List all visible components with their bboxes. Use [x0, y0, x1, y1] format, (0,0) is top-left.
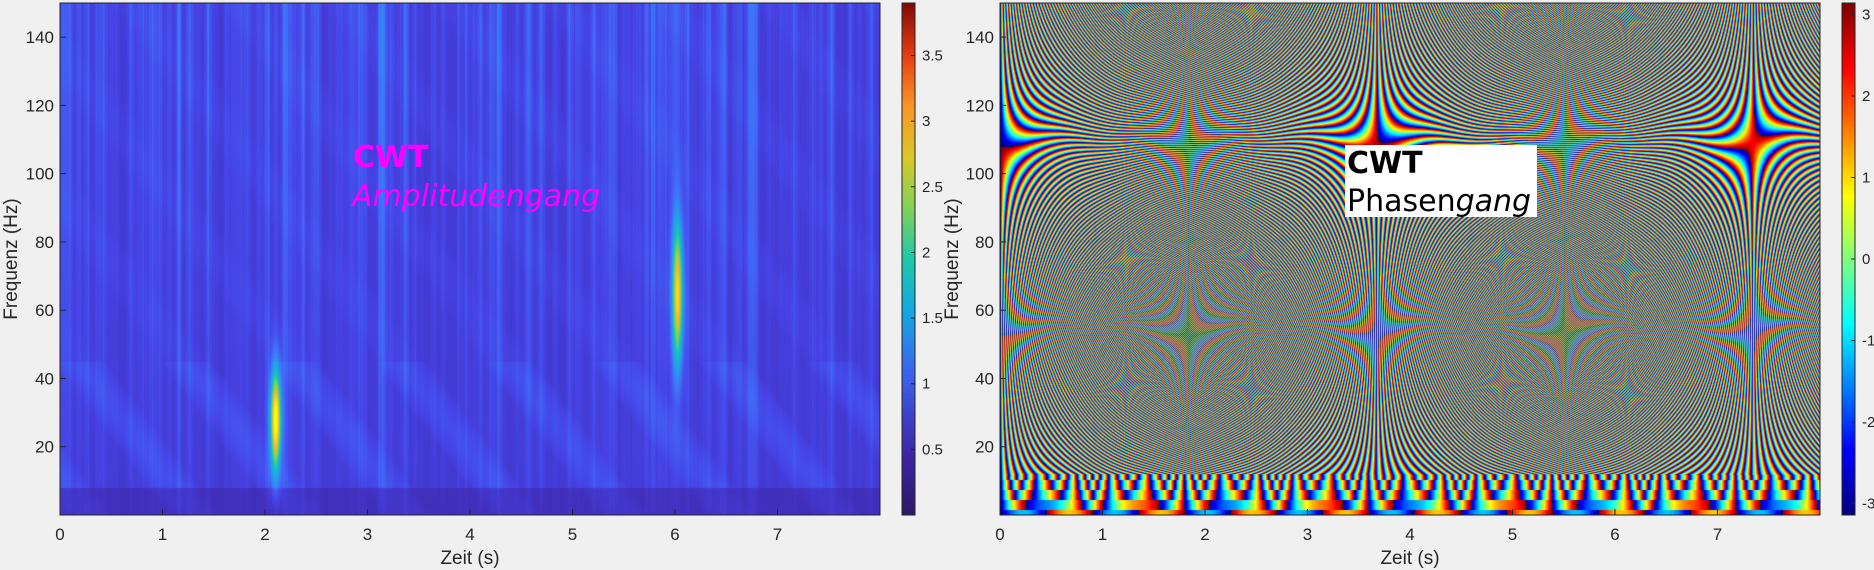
- x-tick-label: 6: [1610, 525, 1619, 544]
- phase-colorbar-container: [1842, 3, 1855, 515]
- x-tick-label: 3: [1303, 525, 1312, 544]
- phase-annotation-subtitle: Phasengang: [1347, 184, 1531, 219]
- x-tick-label: 0: [55, 525, 64, 544]
- amplitude-x-label: Zeit (s): [440, 548, 499, 569]
- phase-heatmap: [1000, 3, 1820, 515]
- phase-y-axis: 20 40 60 80 100 120 140: [966, 28, 1006, 457]
- y-tick-label: 100: [26, 165, 54, 184]
- y-tick-label: 80: [35, 233, 54, 252]
- amplitude-y-label: Frequenz (Hz): [1, 198, 22, 319]
- x-tick-label: 3: [363, 525, 372, 544]
- colorbar-tick-label: 2: [922, 244, 930, 261]
- amplitude-heatmap-container: [60, 3, 880, 515]
- x-tick-label: 0: [995, 525, 1004, 544]
- colorbar-tick-label: 1: [922, 376, 930, 393]
- amplitude-colorbar-container: [902, 3, 915, 515]
- y-tick-label: 120: [966, 96, 994, 115]
- y-tick-label: 100: [966, 165, 994, 184]
- amplitude-panel: 0 1 2 3 4 5 6 7 20 40 60 80 100 120 140 Zeit (s) Freq…: [1, 2, 943, 569]
- colorbar-tick-label: 2.5: [922, 179, 943, 196]
- y-tick-label: 140: [966, 28, 994, 47]
- colorbar-tick-label: 3: [922, 113, 930, 130]
- y-tick-label: 40: [975, 369, 994, 388]
- amplitude-x-axis: 0 1 2 3 4 5 6 7: [55, 509, 782, 544]
- phase-annotation-title: CWT: [1347, 146, 1423, 181]
- colorbar-tick-label: 0.5: [922, 441, 943, 458]
- colorbar-tick-label: 3.5: [922, 48, 943, 65]
- x-tick-label: 1: [158, 525, 167, 544]
- phase-x-label: Zeit (s): [1380, 548, 1439, 569]
- amplitude-heatmap: [60, 3, 880, 515]
- colorbar-tick-label: 0: [1862, 251, 1870, 268]
- x-tick-label: 2: [1200, 525, 1209, 544]
- phase-annotation-subtitle-normal: Phasen: [1347, 184, 1456, 219]
- phase-x-axis: 0 1 2 3 4 5 6 7: [995, 509, 1722, 544]
- x-tick-label: 5: [1508, 525, 1517, 544]
- x-tick-label: 7: [1713, 525, 1722, 544]
- phase-annotation-subtitle-italic: gang: [1456, 184, 1531, 219]
- colorbar-tick-label: 2: [1862, 88, 1870, 105]
- y-tick-label: 140: [26, 28, 54, 47]
- colorbar-tick-label: -2: [1862, 414, 1874, 431]
- colorbar-tick-label: 1.5: [922, 310, 943, 327]
- amplitude-colorbar-box: [901, 2, 916, 516]
- colorbar-tick-label: -1: [1862, 333, 1874, 350]
- phase-annotation-box: [1345, 145, 1537, 217]
- amplitude-colorbar-ticks: 0.5 1 1.5 2 2.5 3 3.5: [911, 48, 943, 458]
- colorbar-tick-label: 1: [1862, 169, 1870, 186]
- y-tick-label: 60: [35, 301, 54, 320]
- y-tick-label: 60: [975, 301, 994, 320]
- y-tick-label: 40: [35, 369, 54, 388]
- y-tick-label: 20: [35, 438, 54, 457]
- phase-heatmap-container: [1000, 3, 1820, 515]
- phase-colorbar-ticks: -3 -2 -1 0 1 2 3: [1851, 6, 1874, 513]
- colorbar-tick-label: -3: [1862, 496, 1874, 513]
- x-tick-label: 4: [465, 525, 474, 544]
- y-tick-label: 120: [26, 96, 54, 115]
- x-tick-label: 5: [568, 525, 577, 544]
- amplitude-annotation-title: CWT: [353, 140, 429, 175]
- amplitude-y-axis: 20 40 60 80 100 120 140: [26, 28, 66, 457]
- colorbar-tick-label: 3: [1862, 6, 1870, 23]
- x-tick-label: 6: [670, 525, 679, 544]
- y-tick-label: 80: [975, 233, 994, 252]
- phase-y-label: Frequenz (Hz): [942, 198, 963, 319]
- phase-colorbar: [1842, 3, 1855, 515]
- amplitude-annotation-subtitle: Amplitudengang: [350, 179, 600, 214]
- x-tick-label: 1: [1098, 525, 1107, 544]
- y-tick-label: 20: [975, 438, 994, 457]
- x-tick-label: 2: [260, 525, 269, 544]
- x-tick-label: 4: [1405, 525, 1414, 544]
- amplitude-colorbar: [902, 3, 915, 515]
- x-tick-label: 7: [773, 525, 782, 544]
